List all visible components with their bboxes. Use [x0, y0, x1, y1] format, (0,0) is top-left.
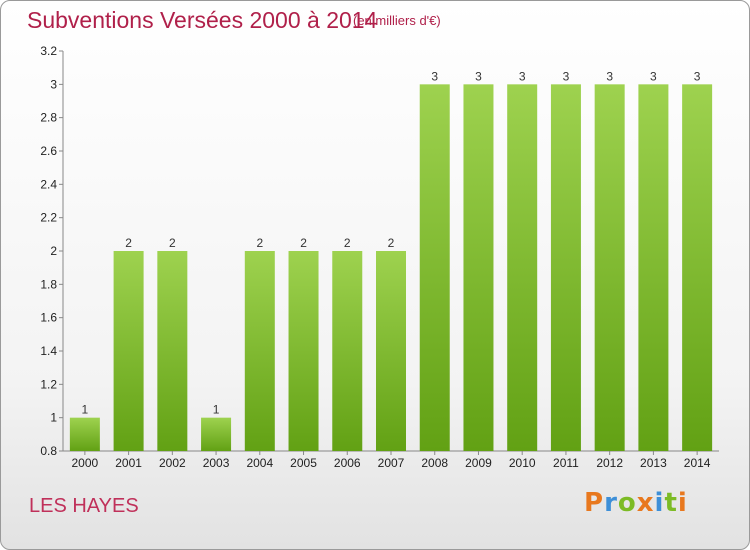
bar	[463, 84, 494, 451]
x-tick-label: 2007	[378, 456, 405, 470]
chart-subtitle: (en milliers d'€)	[353, 13, 441, 28]
data-label: 3	[431, 69, 438, 83]
brand-letter: i	[677, 488, 688, 518]
x-tick-label: 2011	[553, 456, 579, 470]
y-tick-label: 0.8	[40, 444, 57, 458]
bar	[507, 84, 538, 451]
data-label: 3	[694, 69, 701, 83]
bar	[332, 251, 363, 451]
bar	[419, 84, 450, 451]
x-tick-label: 2008	[421, 456, 448, 470]
brand-letter: o	[617, 488, 637, 518]
bar	[157, 251, 188, 451]
y-tick-label: 1	[50, 411, 57, 425]
data-label: 2	[300, 236, 307, 250]
data-label: 3	[650, 69, 657, 83]
brand-letter: P	[584, 488, 605, 518]
x-axis: 2000 2001 2002 2003 2004 2005 2006 2007 2008 2009…	[63, 450, 719, 470]
y-tick-label: 3.2	[40, 44, 57, 58]
x-tick-label: 2001	[115, 456, 142, 470]
bar	[288, 251, 319, 451]
bar	[69, 417, 100, 451]
data-label: 1	[82, 403, 89, 417]
data-label: 3	[563, 69, 570, 83]
x-tick-label: 2009	[465, 456, 492, 470]
data-label: 2	[125, 236, 132, 250]
x-tick-label: 2010	[509, 456, 536, 470]
chart-title: Subventions Versées 2000 à 2014	[27, 7, 378, 33]
y-tick-label: 1.4	[40, 344, 57, 358]
x-tick-label: 2005	[290, 456, 317, 470]
x-tick-label: 2006	[334, 456, 361, 470]
y-axis: 0.8 1 1.2 1.4 1.6 1.8 2 2.2 2.4 2.6 2.8 3 3.2	[40, 44, 64, 458]
bar	[376, 251, 406, 451]
x-tick-label: 2013	[640, 456, 667, 470]
data-label: 2	[169, 236, 176, 250]
data-labels: 1 2 2 1 2 2 2 2 3 3 3 3 3 3 3	[82, 69, 701, 416]
bar	[201, 417, 232, 451]
bar	[113, 251, 144, 451]
bars	[69, 84, 713, 451]
x-tick-label: 2014	[684, 456, 711, 470]
bar	[550, 84, 581, 451]
bar	[682, 84, 713, 451]
y-tick-label: 1.2	[40, 377, 57, 391]
brand-letter: i	[654, 488, 665, 518]
y-tick-label: 1.6	[40, 311, 57, 325]
data-label: 2	[256, 236, 263, 250]
brand-letter: r	[604, 488, 618, 518]
data-label: 3	[606, 69, 613, 83]
data-label: 3	[519, 69, 526, 83]
x-tick-label: 2004	[246, 456, 273, 470]
data-label: 3	[475, 69, 482, 83]
y-tick-label: 2	[50, 244, 57, 258]
bar	[638, 84, 669, 451]
bar	[594, 84, 625, 451]
bar	[244, 251, 275, 451]
x-tick-label: 2002	[159, 456, 186, 470]
data-label: 1	[213, 403, 220, 417]
data-label: 2	[388, 236, 395, 250]
x-tick-label: 2000	[72, 456, 99, 470]
brand-logo[interactable]: Proxiti	[584, 488, 688, 518]
brand-letter: x	[636, 488, 655, 518]
data-label: 2	[344, 236, 351, 250]
x-tick-label: 2003	[203, 456, 230, 470]
location-name: LES HAYES	[29, 495, 139, 517]
x-tick-label: 2012	[596, 456, 623, 470]
y-tick-label: 2.2	[40, 211, 57, 225]
y-tick-label: 1.8	[40, 277, 57, 291]
y-tick-label: 2.6	[40, 144, 57, 158]
y-tick-label: 3	[50, 77, 57, 91]
y-tick-label: 2.8	[40, 111, 57, 125]
brand-letter: t	[664, 488, 678, 518]
y-tick-label: 2.4	[40, 177, 57, 191]
